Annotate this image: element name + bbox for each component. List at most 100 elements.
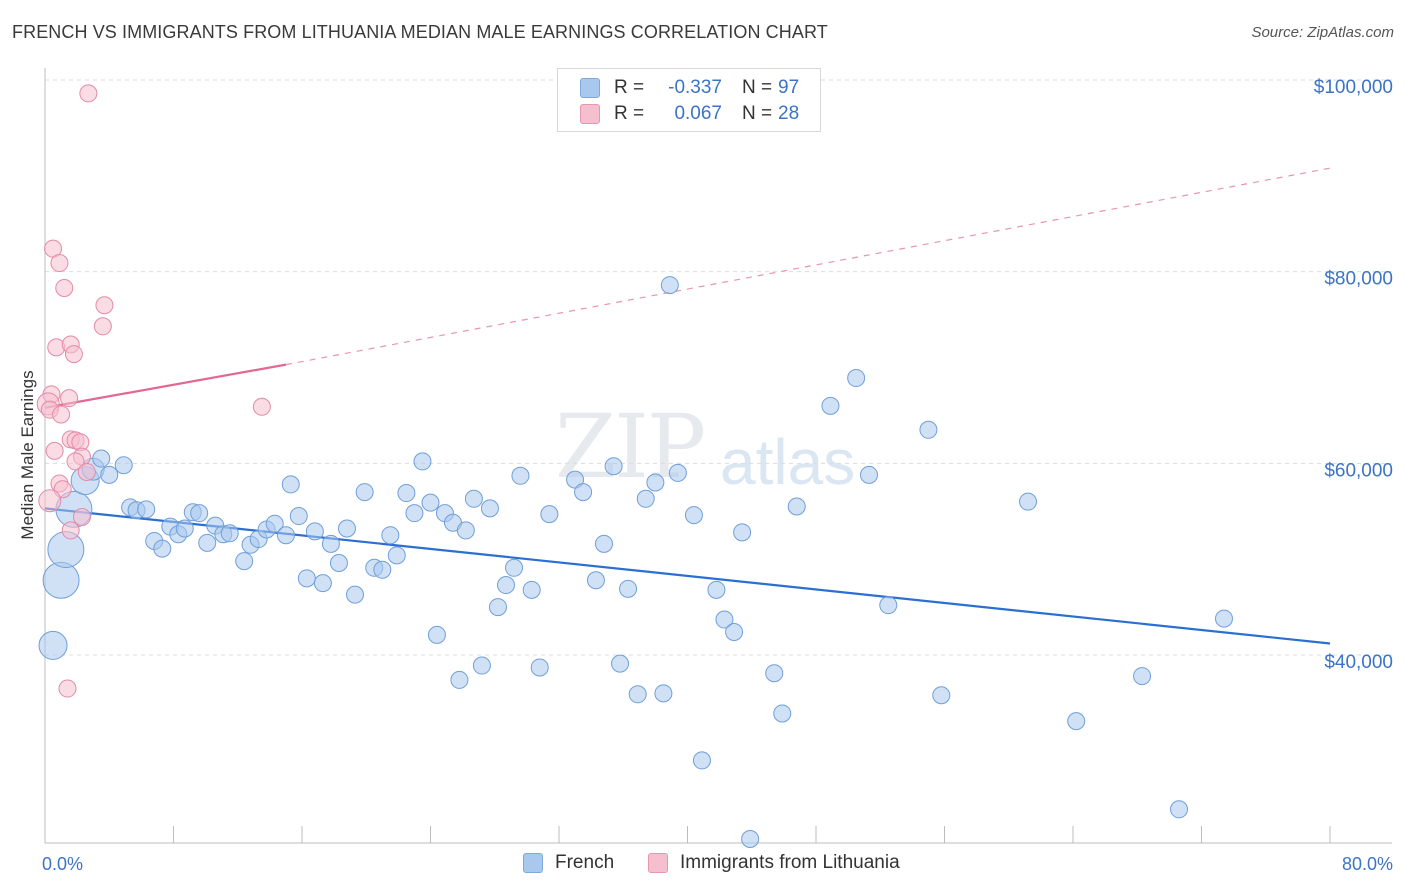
trend-line-french [44,507,1331,645]
legend-r-value: -0.337 [668,77,722,98]
french-point [586,571,605,590]
lithuania-point [72,508,91,526]
french-point [313,574,332,593]
french-point [540,505,559,524]
french-point [505,558,524,577]
french-point [496,576,515,595]
french-point [235,552,254,571]
legend-swatch-french [580,78,600,98]
french-point [276,526,295,545]
french-point [821,396,840,415]
french-point [450,670,469,689]
french-point [92,449,111,468]
french-point [773,704,792,723]
legend-n-value: 28 [778,103,800,124]
legend-r-value: 0.067 [674,103,722,124]
legend-n-value: 97 [778,77,800,98]
french-point [741,830,760,848]
lithuania-point [55,278,74,297]
lithuania-point [45,441,64,460]
french-point [413,452,432,471]
french-point [321,534,340,553]
data-points [36,84,1233,848]
source-credit: Source: ZipAtlas.com [1251,24,1394,41]
lithuania-point [50,254,69,273]
lithuania-point [38,489,62,513]
french-point [42,561,80,599]
french-point [337,519,356,538]
french-point [265,514,284,533]
lithuania-point [79,84,98,103]
lithuania-point [60,389,79,408]
french-point [765,664,784,683]
french-point [511,466,530,485]
french-point [137,500,156,519]
correlation-legend: R = -0.337 N = 97 R = 0.067 N = 28 [557,68,821,132]
french-point [725,623,744,641]
french-point [636,489,655,508]
lithuania-point [252,397,271,416]
axes [44,68,1392,844]
french-point [668,463,687,482]
french-point [660,276,679,295]
french-point [355,483,374,502]
french-point [1067,712,1086,731]
legend-r-label: R = [614,77,645,98]
french-point [480,499,499,518]
french-point [847,369,866,388]
french-point [397,484,416,503]
french-point [715,610,734,629]
lithuania-point [95,296,114,315]
legend-row-french: R = -0.337 N = 97 [580,76,799,100]
trend-line-lithuania [44,363,287,409]
french-point [175,519,194,538]
french-point [198,533,217,552]
bottom-legend-label-lithuania: Immigrants from Lithuania [680,852,900,873]
french-point [114,456,133,475]
french-point [646,473,665,492]
y-tick-label: $60,000 [1324,460,1393,481]
french-point [574,483,593,502]
french-point [628,685,647,704]
french-point [707,580,726,599]
french-point [684,506,703,525]
french-point [297,569,316,588]
y-tick-label: $100,000 [1314,77,1393,98]
lithuania-point [61,521,80,540]
french-point [879,596,898,615]
french-point [860,465,879,484]
legend-row-lithuania: R = 0.067 N = 28 [580,102,799,126]
french-point [329,554,348,572]
bottom-legend-french: French [523,852,614,874]
french-point [1133,667,1152,686]
french-point [220,524,239,543]
french-point [522,580,541,599]
french-point [456,521,475,540]
legend-n-label: N = [742,103,773,124]
x-tick-label: 80.0% [1342,854,1393,874]
lithuania-point [77,462,96,481]
french-point [421,493,440,512]
french-point [604,457,623,476]
french-point [932,686,951,705]
lithuania-point [66,452,85,471]
french-point [464,489,483,508]
french-point [38,630,68,660]
french-point [488,598,507,617]
french-point [346,585,365,604]
french-point [427,625,446,644]
french-point [733,523,752,542]
french-point [594,534,613,553]
legend-n-label: N = [742,77,773,98]
trend-lines [44,167,1331,645]
french-point [530,658,549,677]
trend-line-lithuania-extrapolated [285,167,1331,366]
french-point [654,684,673,703]
chart-title: FRENCH VS IMMIGRANTS FROM LITHUANIA MEDI… [12,22,828,42]
french-point [381,526,400,545]
french-point [919,420,938,439]
tick-labels: $40,000 $60,000 $80,000 $100,000 0.0% 80.0% [42,77,1393,874]
french-point [190,504,209,523]
french-point [787,497,806,516]
